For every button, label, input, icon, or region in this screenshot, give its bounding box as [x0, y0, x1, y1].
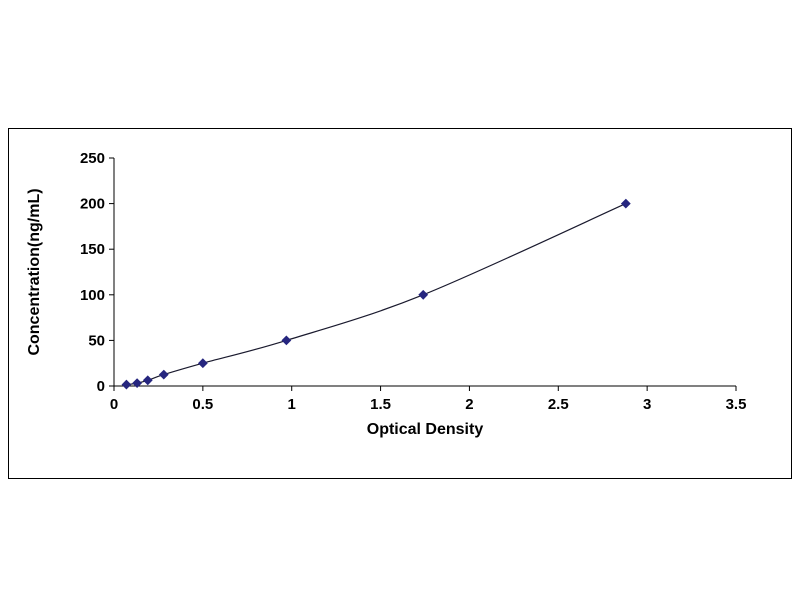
chart-frame: Optical Density Concentration(ng/mL) 0 0.…	[8, 128, 792, 479]
x-tick-label: 3	[643, 396, 651, 413]
x-tick-label: 2.5	[548, 396, 569, 413]
data-point-marker	[158, 369, 169, 380]
x-tick-label: 0	[110, 396, 118, 413]
y-axis-title: Concentration(ng/mL)	[26, 188, 43, 355]
y-tick-label: 200	[80, 196, 105, 213]
x-tick-label: 2	[465, 396, 473, 413]
y-tick-label: 250	[80, 150, 105, 167]
y-tick-label: 150	[80, 241, 105, 258]
data-point-marker	[121, 379, 132, 390]
y-tick-label: 100	[80, 287, 105, 304]
x-tick-label: 1.5	[370, 396, 391, 413]
data-point-marker	[142, 375, 153, 386]
data-point-marker	[197, 358, 208, 369]
x-tick-label: 1	[288, 396, 296, 413]
standard-curve-chart: Optical Density Concentration(ng/mL) 0 0.…	[26, 150, 747, 438]
y-tick-label: 0	[97, 378, 105, 395]
y-tick-label: 50	[88, 332, 105, 349]
data-point-marker	[132, 378, 143, 389]
data-point-marker	[620, 198, 631, 209]
data-point-marker	[281, 335, 292, 346]
x-tick-label: 3.5	[726, 396, 747, 413]
data-point-marker	[418, 289, 429, 300]
x-axis-title: Optical Density	[367, 421, 484, 438]
x-tick-label: 0.5	[192, 396, 213, 413]
standard-curve-line	[126, 203, 627, 386]
